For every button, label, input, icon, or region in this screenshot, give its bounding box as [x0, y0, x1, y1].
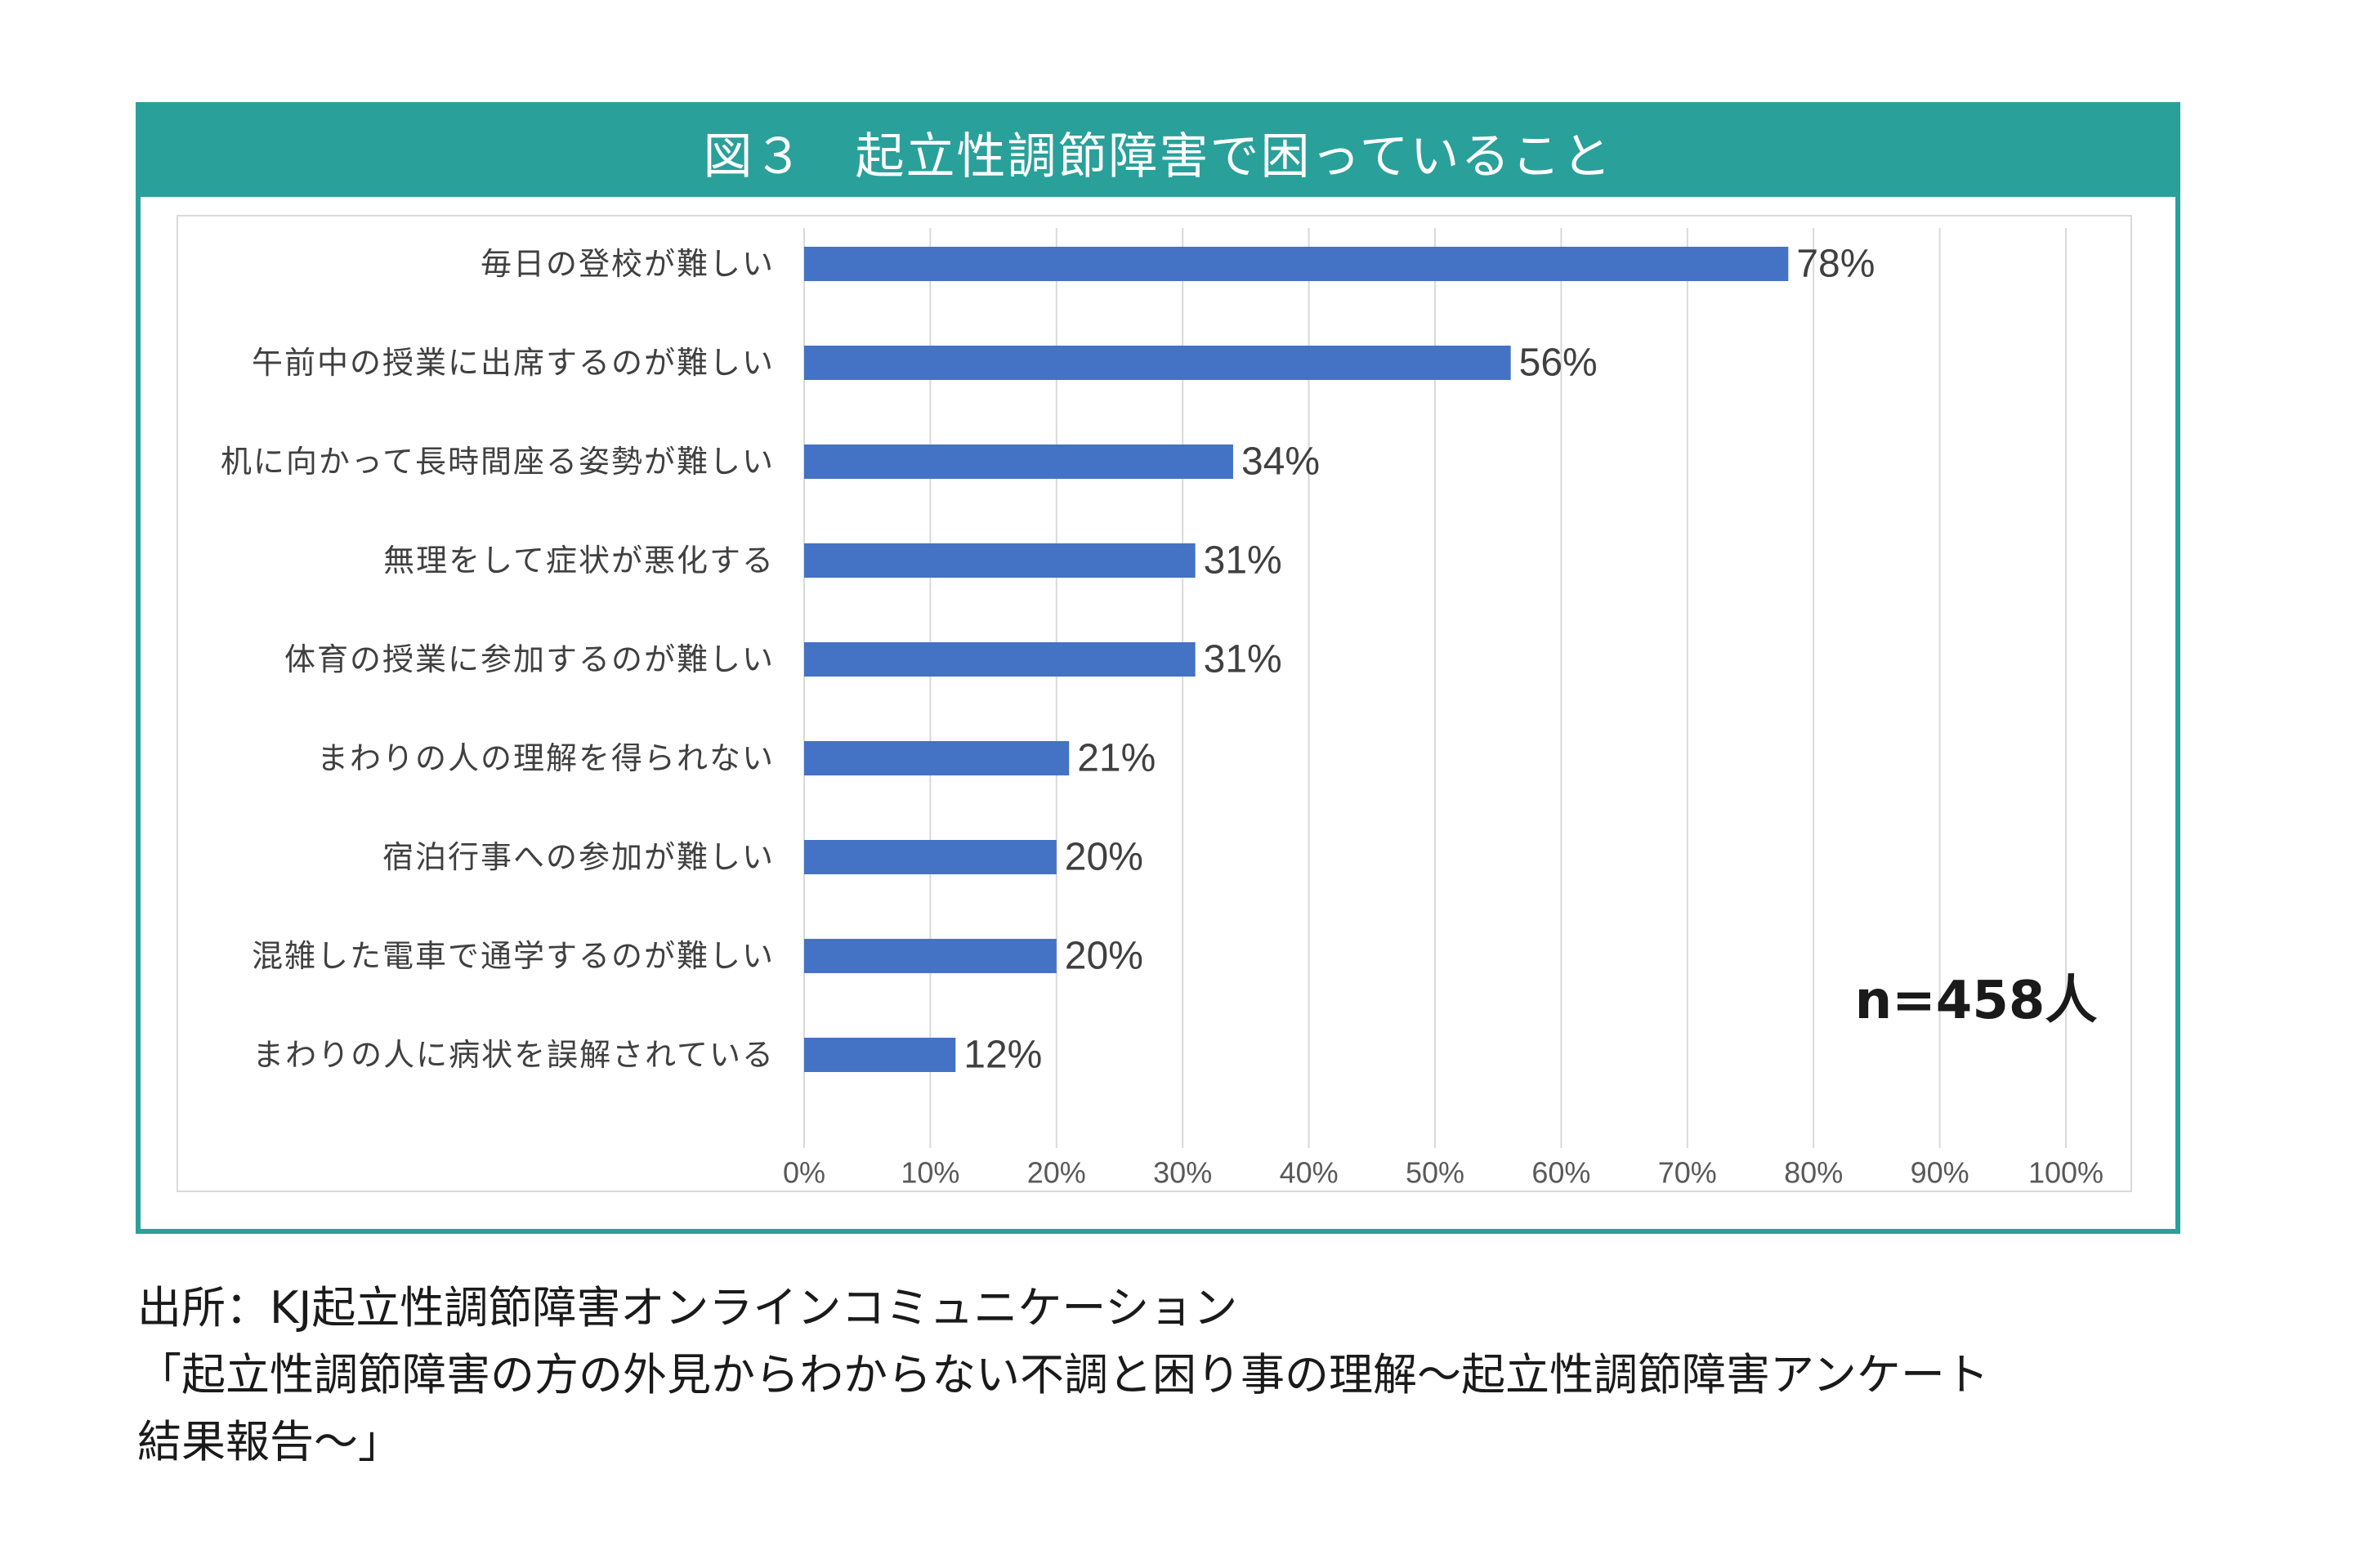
x-tick-label: 80%: [1784, 1156, 1843, 1190]
x-tick-label: 70%: [1658, 1156, 1717, 1190]
bar: [804, 939, 1057, 973]
source-line-3: 結果報告～」: [137, 1416, 402, 1467]
source-line-2: 「起立性調節障害の方の外見からわからない不調と困り事の理解～起立性調節障害アンケ…: [137, 1349, 1989, 1400]
x-tick-label: 30%: [1153, 1156, 1212, 1190]
bar: [804, 741, 1070, 775]
source-note: 出所：KJ起立性調節障害オンラインコミュニケーション 「起立性調節障害の方の外見…: [137, 1275, 2262, 1476]
category-label: 宿泊行事への参加が難しい: [382, 839, 775, 875]
bar-chart: 毎日の登校が難しい 78% 午前中の授業に出席するのが難しい 56% 机に向かって長時間…: [221, 228, 2103, 1190]
x-tick-label: 10%: [901, 1156, 959, 1190]
chart-frame: 図３ 起立性調節障害で困っていること 毎日の登校が難しい 78% 午前中の授業に出席…: [136, 102, 2180, 1234]
value-label: 31%: [1204, 638, 1282, 681]
value-label: 78%: [1796, 243, 1875, 286]
plot-panel: 毎日の登校が難しい 78% 午前中の授業に出席するのが難しい 56% 机に向かって長時間…: [177, 215, 2132, 1192]
bar: [804, 346, 1511, 380]
category-label: 体育の授業に参加するのが難しい: [284, 641, 775, 677]
value-label: 56%: [1519, 342, 1598, 385]
x-tick-label: 90%: [1911, 1156, 1969, 1190]
value-label: 12%: [963, 1034, 1042, 1077]
bar: [804, 1038, 956, 1072]
category-label: 毎日の登校が難しい: [481, 246, 775, 282]
value-label: 31%: [1204, 539, 1282, 583]
source-line-1: 出所：KJ起立性調節障害オンラインコミュニケーション: [137, 1282, 1238, 1333]
bar: [804, 642, 1196, 677]
x-tick-label: 50%: [1406, 1156, 1464, 1190]
x-tick-label: 0%: [783, 1156, 825, 1190]
category-label: まわりの人に病状を誤解されている: [253, 1037, 775, 1073]
chart-title: 図３ 起立性調節障害で困っていること: [141, 107, 2175, 197]
x-tick-label: 100%: [2028, 1156, 2103, 1190]
value-label: 34%: [1241, 440, 1320, 484]
x-tick-label: 40%: [1280, 1156, 1339, 1190]
x-tick-label: 60%: [1531, 1156, 1590, 1190]
value-label: 20%: [1065, 836, 1143, 879]
category-label: 机に向かって長時間座る姿勢が難しい: [221, 444, 775, 480]
value-label: 20%: [1065, 935, 1143, 978]
category-label: 午前中の授業に出席するのが難しい: [252, 345, 775, 381]
sample-size-annotation: n=458人: [1855, 971, 2098, 1031]
value-label: 21%: [1077, 737, 1156, 780]
category-label: 混雑した電車で通学するのが難しい: [252, 938, 775, 974]
bar: [804, 840, 1057, 874]
category-label: 無理をして症状が悪化する: [383, 543, 775, 579]
category-label: まわりの人の理解を得られない: [317, 740, 775, 776]
bar: [804, 247, 1789, 281]
bar: [804, 543, 1196, 578]
x-tick-label: 20%: [1027, 1156, 1086, 1190]
bar: [804, 444, 1233, 479]
